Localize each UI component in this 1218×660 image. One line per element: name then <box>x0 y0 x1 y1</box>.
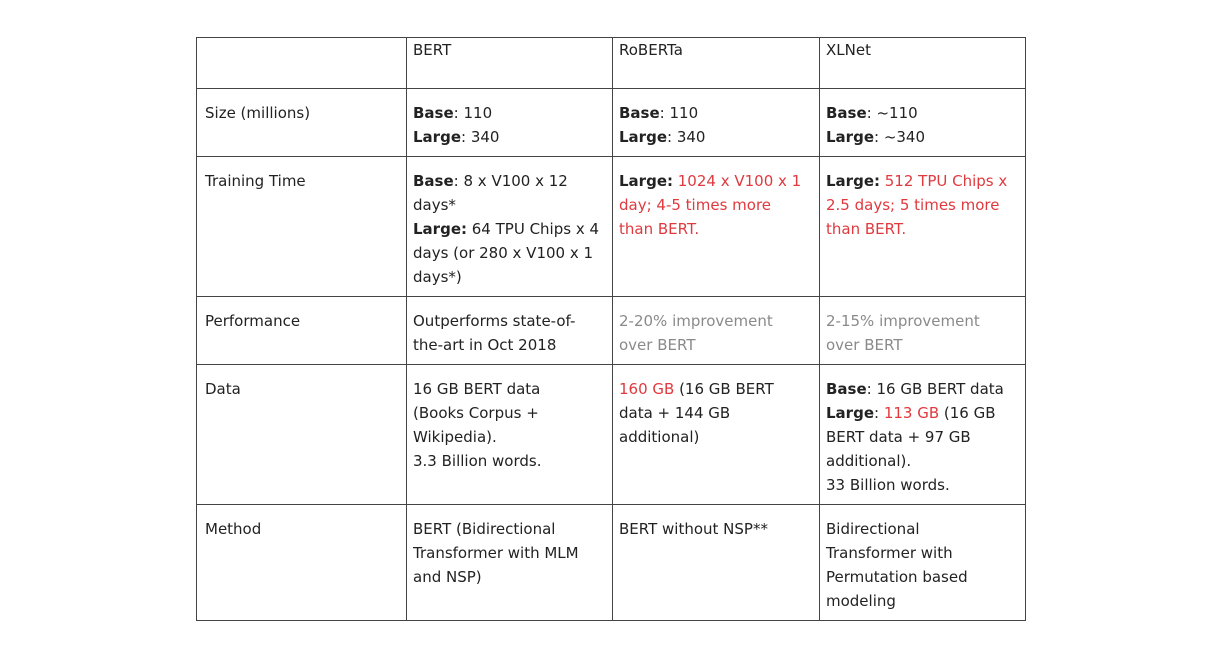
row-label-training-time: Training Time <box>196 156 407 297</box>
method-xlnet-line2: Transformer with <box>826 544 953 562</box>
training-xlnet-large-key: Large: <box>826 172 880 190</box>
data-xlnet-line4: additional). <box>826 452 912 470</box>
training-bert-large-key: Large: <box>413 220 467 238</box>
data-xlnet-line3: BERT data + 97 GB <box>826 428 971 446</box>
performance-xlnet-line1: 2-15% improvement <box>826 312 980 330</box>
data-bert-line2: (Books Corpus + <box>413 404 539 422</box>
size-roberta-large-key: Large <box>619 128 667 146</box>
row-size: Size (millions) Base: 110 Large: 340 Bas… <box>196 88 1026 157</box>
row-label-data: Data <box>196 364 407 505</box>
data-bert-cell: 16 GB BERT data (Books Corpus + Wikipedi… <box>406 364 613 505</box>
header-xlnet: XLNet <box>819 37 1026 89</box>
method-xlnet-cell: Bidirectional Transformer with Permutati… <box>819 504 1026 621</box>
method-bert-cell: BERT (Bidirectional Transformer with MLM… <box>406 504 613 621</box>
data-roberta-line2: data + 144 GB <box>619 404 731 422</box>
size-xlnet-base-value: : ~110 <box>866 104 918 122</box>
performance-bert-line1: Outperforms state-of- <box>413 312 576 330</box>
performance-roberta-cell: 2-20% improvement over BERT <box>612 296 820 365</box>
data-xlnet-cell: Base: 16 GB BERT data Large: 113 GB (16 … <box>819 364 1026 505</box>
method-xlnet-line1: Bidirectional <box>826 520 920 538</box>
size-roberta-large-value: : 340 <box>667 128 706 146</box>
row-training-time: Training Time Base: 8 x V100 x 12 days* … <box>196 156 1026 297</box>
header-roberta: RoBERTa <box>612 37 820 89</box>
method-xlnet-line4: modeling <box>826 592 896 610</box>
training-roberta-large-key: Large: <box>619 172 673 190</box>
data-roberta-highlight: 160 GB <box>619 380 675 398</box>
training-roberta-cell: Large: 1024 x V100 x 1 day; 4-5 times mo… <box>612 156 820 297</box>
comparison-table: BERT RoBERTa XLNet Size (millions) Base:… <box>196 37 1026 621</box>
data-bert-line3: Wikipedia). <box>413 428 497 446</box>
training-xlnet-value: 512 TPU Chips x <box>880 172 1008 190</box>
method-roberta-cell: BERT without NSP** <box>612 504 820 621</box>
header-blank-cell <box>196 37 407 89</box>
method-bert-line3: and NSP) <box>413 568 482 586</box>
size-roberta-base-key: Base <box>619 104 660 122</box>
performance-xlnet-line2: over BERT <box>826 336 903 354</box>
performance-bert-line2: the-art in Oct 2018 <box>413 336 557 354</box>
method-bert-line2: Transformer with MLM <box>413 544 579 562</box>
training-xlnet-cont2: than BERT. <box>826 220 907 238</box>
data-roberta-line1: (16 GB BERT <box>674 380 774 398</box>
data-xlnet-large-highlight: 113 GB <box>883 404 940 422</box>
training-bert-large-cont2: days*) <box>413 268 462 286</box>
size-bert-cell: Base: 110 Large: 340 <box>406 88 613 157</box>
performance-roberta-line1: 2-20% improvement <box>619 312 773 330</box>
training-xlnet-cont: 2.5 days; 5 times more <box>826 196 1000 214</box>
training-bert-cell: Base: 8 x V100 x 12 days* Large: 64 TPU … <box>406 156 613 297</box>
training-bert-base-key: Base <box>413 172 454 190</box>
row-label-method: Method <box>196 504 407 621</box>
training-bert-base-value: : 8 x V100 x 12 <box>453 172 568 190</box>
data-xlnet-large-key: Large <box>826 404 874 422</box>
method-xlnet-line3: Permutation based <box>826 568 968 586</box>
method-roberta-line1: BERT without NSP** <box>619 520 768 538</box>
size-roberta-base-value: : 110 <box>659 104 699 122</box>
training-roberta-cont: day; 4-5 times more <box>619 196 772 214</box>
row-data: Data 16 GB BERT data (Books Corpus + Wik… <box>196 364 1026 505</box>
training-bert-large-value: 64 TPU Chips x 4 <box>467 220 600 238</box>
training-bert-large-cont: days (or 280 x V100 x 1 <box>413 244 594 262</box>
size-bert-base-value: : 110 <box>453 104 493 122</box>
row-performance: Performance Outperforms state-of- the-ar… <box>196 296 1026 365</box>
size-xlnet-cell: Base: ~110 Large: ~340 <box>819 88 1026 157</box>
performance-bert-cell: Outperforms state-of- the-art in Oct 201… <box>406 296 613 365</box>
size-bert-base-key: Base <box>413 104 454 122</box>
method-bert-line1: BERT (Bidirectional <box>413 520 556 538</box>
data-xlnet-large-sep: : <box>874 404 884 422</box>
data-xlnet-large-value: (16 GB <box>939 404 996 422</box>
training-roberta-value: 1024 x V100 x 1 <box>673 172 802 190</box>
performance-xlnet-cell: 2-15% improvement over BERT <box>819 296 1026 365</box>
data-bert-line4: 3.3 Billion words. <box>413 452 542 470</box>
size-xlnet-base-key: Base <box>826 104 867 122</box>
data-xlnet-base-key: Base <box>826 380 867 398</box>
training-bert-base-cont: days* <box>413 196 456 214</box>
size-roberta-cell: Base: 110 Large: 340 <box>612 88 820 157</box>
training-xlnet-cell: Large: 512 TPU Chips x 2.5 days; 5 times… <box>819 156 1026 297</box>
data-xlnet-base-value: : 16 GB BERT data <box>866 380 1004 398</box>
training-roberta-cont2: than BERT. <box>619 220 700 238</box>
data-xlnet-line5: 33 Billion words. <box>826 476 950 494</box>
size-xlnet-large-value: : ~340 <box>874 128 926 146</box>
data-roberta-cell: 160 GB (16 GB BERT data + 144 GB additio… <box>612 364 820 505</box>
row-method: Method BERT (Bidirectional Transformer w… <box>196 504 1026 621</box>
header-bert: BERT <box>406 37 613 89</box>
size-bert-large-value: : 340 <box>461 128 500 146</box>
data-roberta-line3: additional) <box>619 428 700 446</box>
size-bert-large-key: Large <box>413 128 461 146</box>
row-label-size: Size (millions) <box>196 88 407 157</box>
row-label-performance: Performance <box>196 296 407 365</box>
performance-roberta-line2: over BERT <box>619 336 696 354</box>
size-xlnet-large-key: Large <box>826 128 874 146</box>
data-bert-line1: 16 GB BERT data <box>413 380 541 398</box>
header-row: BERT RoBERTa XLNet <box>196 37 1026 89</box>
